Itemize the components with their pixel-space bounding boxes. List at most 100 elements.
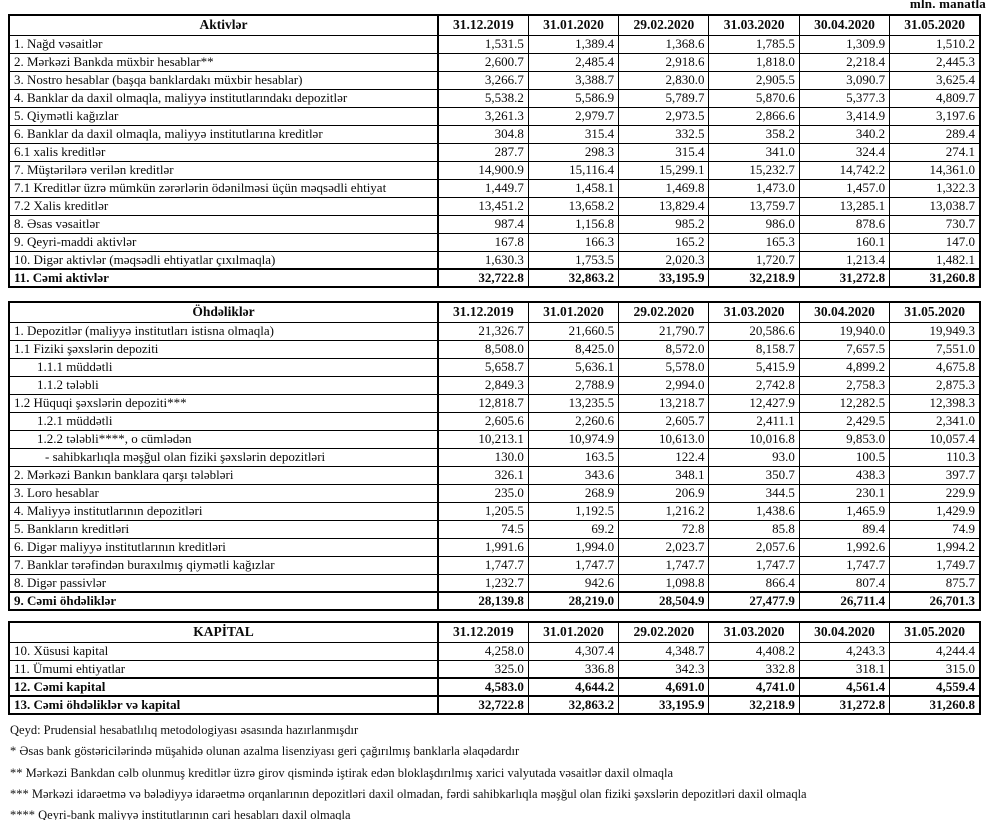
table-row: 5. Bankların kreditləri 74.5 69.2 72.8 8… <box>8 519 981 539</box>
cell-value: 13,235.5 <box>527 393 620 413</box>
cell-value: 289.4 <box>889 124 981 144</box>
cell-value: 1,818.0 <box>708 52 800 72</box>
cell-value: 2,057.6 <box>708 537 800 557</box>
table-row: 7.1 Kreditlər üzrə mümkün zərərlərin ödə… <box>8 178 981 198</box>
cell-value: 100.5 <box>798 447 891 467</box>
cell-value: 19,940.0 <box>798 321 891 341</box>
cell-value: 2,445.3 <box>889 52 981 72</box>
cell-value: 166.3 <box>527 232 620 252</box>
cell-value: 1,457.0 <box>798 178 891 198</box>
cell-value: 1,531.5 <box>437 34 529 54</box>
column-header-date: 31.01.2020 <box>527 621 620 643</box>
row-label: 9. Qeyri-maddi aktivlər <box>8 232 439 252</box>
row-label: 11. Ümumi ehtiyatlar <box>8 659 439 679</box>
cell-value: 2,023.7 <box>618 537 710 557</box>
cell-value: 2,905.5 <box>708 70 800 90</box>
table-row: - sahibkarlıqla məşğul olan fiziki şəxsl… <box>8 447 981 467</box>
cell-value: 878.6 <box>798 214 891 234</box>
cell-value: 2,341.0 <box>889 411 981 431</box>
table-row: 2. Mərkəzi Bankın banklara qarşı tələblə… <box>8 465 981 485</box>
table-row: 6. Digər maliyyə institutlarının kreditl… <box>8 537 981 557</box>
cell-value: 147.0 <box>889 232 981 252</box>
row-label: 10. Digər aktivlər (məqsədli ehtiyatlar … <box>8 250 439 270</box>
cell-value: 235.0 <box>437 483 529 503</box>
table-row: 1.2.2 tələbli****, o cümlədən 10,213.1 1… <box>8 429 981 449</box>
column-header-date: 29.02.2020 <box>618 301 710 323</box>
cell-value: 2,875.3 <box>889 375 981 395</box>
table-row: 7. Banklar tərəfindən buraxılmış qiymətl… <box>8 555 981 575</box>
cell-value: 1,156.8 <box>527 214 620 234</box>
cell-value: 74.9 <box>889 519 981 539</box>
cell-value: 2,260.6 <box>527 411 620 431</box>
cell-value: 69.2 <box>527 519 620 539</box>
cell-value: 5,586.9 <box>527 88 620 108</box>
cell-value: 1,753.5 <box>527 250 620 270</box>
cell-value: 4,809.7 <box>889 88 981 108</box>
cell-value: 287.7 <box>437 142 529 162</box>
table-row: 1.2.1 müddətli 2,605.6 2,260.6 2,605.7 2… <box>8 411 981 431</box>
cell-value: 1,992.6 <box>798 537 891 557</box>
cell-value: 1,510.2 <box>889 34 981 54</box>
cell-value: 340.2 <box>798 124 891 144</box>
cell-value: 1,747.7 <box>618 555 710 575</box>
cell-value: 4,675.8 <box>889 357 981 377</box>
column-header-date: 29.02.2020 <box>618 14 710 36</box>
cell-value: 93.0 <box>708 447 800 467</box>
row-label: 1. Depozitlər (maliyyə institutları isti… <box>8 321 439 341</box>
table-row: 4. Banklar da daxil olmaqla, maliyyə ins… <box>8 88 981 108</box>
cell-value: 13,451.2 <box>437 196 529 216</box>
cell-value: 31,260.8 <box>889 268 981 288</box>
table-row: 8. Əsas vəsaitlər 987.4 1,156.8 985.2 98… <box>8 214 981 234</box>
table-row: 5. Qiymətli kağızlar 3,261.3 2,979.7 2,9… <box>8 106 981 126</box>
footnote: * Əsas bank göstəricilərində müşahidə ol… <box>10 744 520 759</box>
cell-value: 268.9 <box>527 483 620 503</box>
row-label: 6. Banklar da daxil olmaqla, maliyyə ins… <box>8 124 439 144</box>
column-header-date: 29.02.2020 <box>618 621 710 643</box>
cell-value: 325.0 <box>437 659 529 679</box>
column-header-date: 31.03.2020 <box>708 301 800 323</box>
cell-value: 5,636.1 <box>527 357 620 377</box>
cell-value: 304.8 <box>437 124 529 144</box>
row-label: 6.1 xalis kreditlər <box>8 142 439 162</box>
cell-value: 1,749.7 <box>889 555 981 575</box>
cell-value: 3,261.3 <box>437 106 529 126</box>
cell-value: 341.0 <box>708 142 800 162</box>
cell-value: 2,788.9 <box>527 375 620 395</box>
cell-value: 32,722.8 <box>437 268 529 288</box>
cell-value: 1,465.9 <box>798 501 891 521</box>
capital-rows: 10. Xüsusi kapital 4,258.0 4,307.4 4,348… <box>8 641 981 715</box>
row-label: 1.2.1 müddətli <box>8 411 439 431</box>
cell-value: 4,583.0 <box>437 677 529 697</box>
table-row: 8. Digər passivlər 1,232.7 942.6 1,098.8… <box>8 573 981 593</box>
cell-value: 2,742.8 <box>708 375 800 395</box>
cell-value: 2,600.7 <box>437 52 529 72</box>
cell-value: 28,139.8 <box>437 591 529 611</box>
row-label: 7.1 Kreditlər üzrə mümkün zərərlərin ödə… <box>8 178 439 198</box>
table-row: 1. Nağd vəsaitlər 1,531.5 1,389.4 1,368.… <box>8 34 981 54</box>
cell-value: 110.3 <box>889 447 981 467</box>
cell-value: 1,747.7 <box>708 555 800 575</box>
cell-value: 13,038.7 <box>889 196 981 216</box>
cell-value: 942.6 <box>527 573 620 593</box>
cell-value: 230.1 <box>798 483 891 503</box>
cell-value: 318.1 <box>798 659 891 679</box>
cell-value: 85.8 <box>708 519 800 539</box>
cell-value: 3,090.7 <box>798 70 891 90</box>
cell-value: 2,605.7 <box>618 411 710 431</box>
cell-value: 72.8 <box>618 519 710 539</box>
cell-value: 4,258.0 <box>437 641 529 661</box>
table-row: 7. Müştərilərə verilən kreditlər 14,900.… <box>8 160 981 180</box>
table-row: 6. Banklar da daxil olmaqla, maliyyə ins… <box>8 124 981 144</box>
cell-value: 32,863.2 <box>527 268 620 288</box>
cell-value: 2,020.3 <box>618 250 710 270</box>
row-label: 4. Banklar da daxil olmaqla, maliyyə ins… <box>8 88 439 108</box>
row-label: 7.2 Xalis kreditlər <box>8 196 439 216</box>
table-row: 1. Depozitlər (maliyyə institutları isti… <box>8 321 981 341</box>
cell-value: 10,613.0 <box>618 429 710 449</box>
table-row: 1.1.2 tələbli 2,849.3 2,788.9 2,994.0 2,… <box>8 375 981 395</box>
cell-value: 342.3 <box>618 659 710 679</box>
cell-value: 14,742.2 <box>798 160 891 180</box>
cell-value: 1,368.6 <box>618 34 710 54</box>
cell-value: 315.4 <box>618 142 710 162</box>
cell-value: 4,691.0 <box>618 677 710 697</box>
